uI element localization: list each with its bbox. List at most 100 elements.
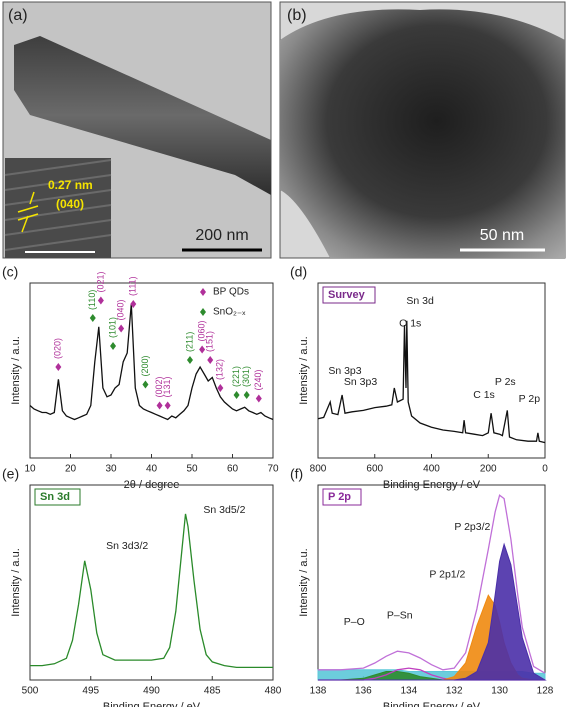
- peak-label: (110): [87, 290, 97, 310]
- panel-label: (d): [290, 264, 307, 280]
- line: [29, 303, 274, 421]
- panel-tag-box: [322, 286, 376, 304]
- x-tick-label: 136: [355, 686, 372, 697]
- phase-marker: [233, 391, 240, 399]
- inset-spacing: 0.27 nm: [48, 178, 93, 192]
- peak-label: (211): [184, 332, 194, 352]
- panel-label: (a): [8, 7, 28, 24]
- peak-label: Sn 3p3: [328, 365, 361, 377]
- peak-label: (101): [107, 317, 117, 338]
- line: [317, 320, 546, 444]
- x-tick-label: 20: [65, 464, 77, 475]
- panel-tag: Sn 3d: [40, 491, 70, 503]
- area: [318, 542, 547, 681]
- peak-label: (132): [215, 359, 225, 380]
- x-tick-label: 495: [82, 686, 99, 697]
- peak-label: P 2p: [519, 393, 541, 405]
- peak-label: O 1s: [399, 317, 421, 329]
- peak-label: Sn 3d: [406, 295, 434, 307]
- line: [30, 513, 273, 669]
- peak-label: (221): [231, 366, 241, 387]
- peak-label: (301): [241, 366, 251, 387]
- peak-label: (131): [162, 376, 172, 397]
- peak-label: (040): [116, 299, 126, 320]
- tem-image-b: (b) 50 nm: [279, 1, 566, 259]
- panel-tag-box: [322, 488, 362, 506]
- phase-marker: [217, 384, 224, 392]
- x-axis-label: Binding Energy / eV: [103, 701, 201, 707]
- line: [318, 494, 546, 674]
- x-tick-label: 200: [480, 464, 497, 475]
- y-axis-label: Intensity / a.u.: [10, 336, 22, 404]
- peak-label: Sn 3d3/2: [106, 540, 148, 552]
- x-tick-label: 50: [186, 464, 198, 475]
- phase-marker: [110, 342, 117, 350]
- legend-marker: [200, 308, 206, 316]
- x-tick-label: 40: [146, 464, 158, 475]
- panel-label: (b): [287, 7, 307, 24]
- peak-label: (200): [140, 355, 150, 376]
- phase-marker: [186, 356, 193, 364]
- x-tick-label: 134: [400, 686, 417, 697]
- phase-marker: [255, 394, 262, 403]
- legend-marker: [200, 288, 206, 296]
- peak-label: P 2s: [495, 376, 516, 388]
- panel-tag-box: [34, 488, 81, 506]
- x-tick-label: 500: [22, 686, 39, 697]
- panel-label: (c): [2, 264, 18, 280]
- x-tick-label: 138: [310, 686, 327, 697]
- phase-marker: [164, 401, 171, 410]
- x-tick-label: 128: [537, 686, 554, 697]
- peak-label: P 2p1/2: [429, 569, 465, 581]
- phase-marker: [97, 296, 104, 305]
- peak-label: (111): [128, 276, 138, 296]
- x-tick-label: 70: [267, 464, 279, 475]
- legend-label: BP QDs: [213, 287, 249, 298]
- peak-label: (151): [205, 331, 215, 352]
- x-tick-label: 132: [446, 686, 463, 697]
- peak-label: C 1s: [473, 389, 495, 401]
- peak-label: (240): [253, 369, 263, 390]
- phase-marker: [156, 401, 163, 410]
- panel-label: (f): [290, 466, 303, 482]
- tem-image-a: (a) 0.27 nm (040) 200 nm: [2, 1, 272, 259]
- x-tick-label: 30: [105, 464, 117, 475]
- peak-label: (020): [53, 338, 63, 359]
- panel-tag: P 2p: [328, 491, 351, 503]
- y-axis-label: Intensity / a.u.: [10, 548, 22, 616]
- phase-marker: [142, 380, 149, 389]
- peak-label: P–O: [344, 616, 365, 628]
- scale-bar-label: 200 nm: [195, 227, 248, 244]
- peak-label: (060): [197, 320, 207, 341]
- phase-marker: [118, 324, 125, 333]
- peak-label: P–Sn: [387, 609, 413, 621]
- phase-marker: [207, 356, 214, 364]
- phase-marker: [130, 300, 137, 308]
- x-tick-label: 480: [265, 686, 282, 697]
- x-tick-label: 600: [366, 464, 383, 475]
- panel-label: (e): [2, 466, 19, 482]
- x-tick-label: 400: [423, 464, 440, 475]
- x-tick-label: 10: [24, 464, 36, 475]
- phase-marker: [243, 391, 250, 399]
- x-tick-label: 60: [227, 464, 239, 475]
- x-tick-label: 490: [143, 686, 160, 697]
- peak-label: Sn 3p3: [344, 376, 377, 388]
- inset-plane: (040): [56, 197, 84, 211]
- peak-label: (002): [154, 376, 164, 397]
- y-axis-label: Intensity / a.u.: [298, 548, 310, 616]
- x-tick-label: 130: [491, 686, 508, 697]
- phase-marker: [89, 314, 96, 322]
- peak-label: Sn 3d5/2: [203, 504, 245, 516]
- scale-bar-label: 50 nm: [480, 227, 524, 244]
- x-tick-label: 800: [310, 464, 327, 475]
- x-axis-label: Binding Energy / eV: [383, 701, 481, 707]
- peak-label: P 2p3/2: [454, 521, 490, 533]
- x-tick-label: 485: [204, 686, 221, 697]
- y-axis-label: Intensity / a.u.: [298, 336, 310, 404]
- x-tick-label: 0: [542, 464, 548, 475]
- peak-label: (021): [95, 271, 105, 292]
